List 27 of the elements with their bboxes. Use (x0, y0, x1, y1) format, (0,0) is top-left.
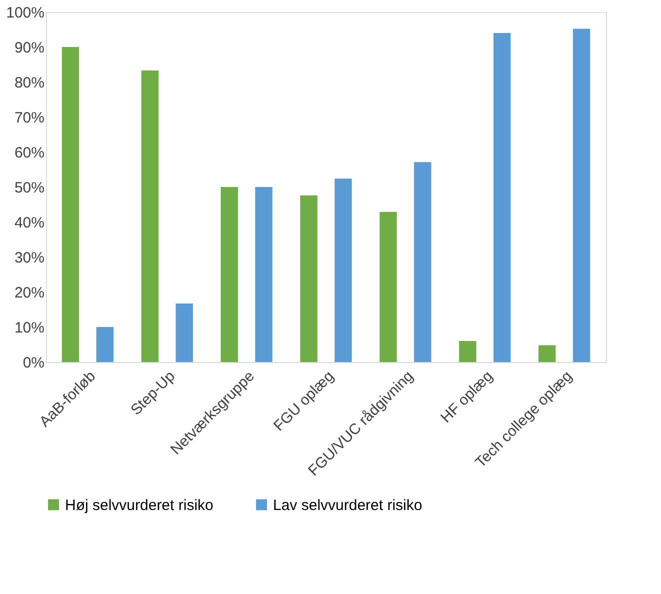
legend-label: Høj selvvurderet risiko (65, 496, 214, 514)
bar (220, 187, 238, 362)
bar (255, 187, 272, 362)
bar (459, 341, 476, 362)
y-tick-label: 60% (14, 144, 44, 162)
bar (141, 70, 159, 362)
legend-label: Lav selvvurderet risiko (273, 496, 422, 514)
y-tick-label: 80% (14, 74, 44, 92)
y-tick-label: 10% (14, 320, 44, 336)
y-tick-label: 0% (22, 354, 44, 372)
bar (176, 304, 193, 362)
bar (572, 28, 590, 362)
y-tick-label: 40% (14, 214, 44, 232)
y-tick-label: 50% (14, 180, 44, 196)
bar (414, 162, 432, 362)
y-tick-label: 100% (6, 4, 44, 22)
bar (538, 345, 556, 362)
bar (493, 33, 511, 362)
y-tick-label: 30% (14, 250, 44, 266)
bar (334, 178, 352, 362)
y-tick-label: 20% (14, 284, 44, 302)
bar (300, 195, 318, 362)
bar (96, 327, 114, 362)
y-tick-label: 90% (14, 40, 44, 56)
bar (380, 212, 397, 362)
bar (62, 47, 80, 362)
y-tick-label: 70% (14, 110, 44, 126)
